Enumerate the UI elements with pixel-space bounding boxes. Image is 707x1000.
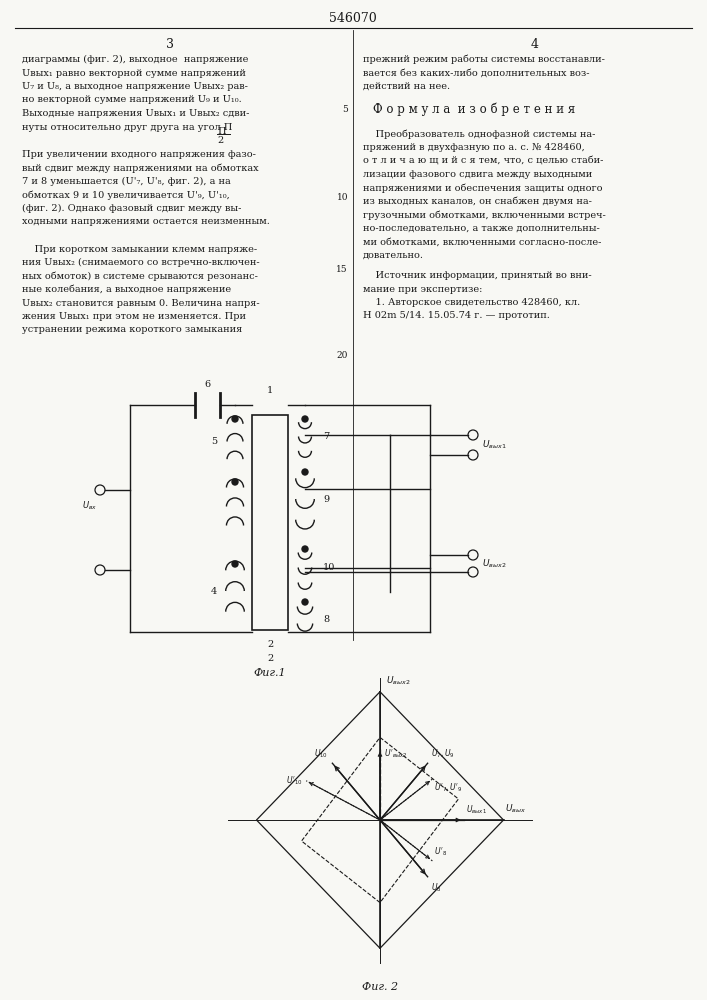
Text: 7 и 8 уменьшается (U'₇, U'₈, фиг. 2), а на: 7 и 8 уменьшается (U'₇, U'₈, фиг. 2), а … <box>22 177 230 186</box>
Text: ми обмотками, включенными согласно-после-: ми обмотками, включенными согласно-после… <box>363 237 602 246</box>
Text: 8: 8 <box>323 615 329 624</box>
Text: 2: 2 <box>217 136 223 145</box>
Text: $U_{вх}$: $U_{вх}$ <box>83 500 98 512</box>
Text: 10: 10 <box>323 563 335 572</box>
Text: диаграммы (фиг. 2), выходное  напряжение: диаграммы (фиг. 2), выходное напряжение <box>22 55 248 64</box>
Text: $U_8$: $U_8$ <box>431 882 441 894</box>
Text: пряжений в двухфазную по а. с. № 428460,: пряжений в двухфазную по а. с. № 428460, <box>363 143 585 152</box>
Text: 1. Авторское свидетельство 428460, кл.: 1. Авторское свидетельство 428460, кл. <box>363 298 580 307</box>
Text: обмотках 9 и 10 увеличивается U'₉, U'₁₀,: обмотках 9 и 10 увеличивается U'₉, U'₁₀, <box>22 190 230 200</box>
Text: 5: 5 <box>342 105 348 114</box>
Text: Н 02m 5/14. 15.05.74 г. — прототип.: Н 02m 5/14. 15.05.74 г. — прототип. <box>363 312 550 320</box>
Text: $U_{вых2}$: $U_{вых2}$ <box>482 557 506 570</box>
Text: действий на нее.: действий на нее. <box>363 82 450 91</box>
Text: ных обмоток) в системе срываются резонанс-: ных обмоток) в системе срываются резонан… <box>22 271 258 281</box>
Text: но-последовательно, а также дополнительны-: но-последовательно, а также дополнительн… <box>363 224 600 233</box>
Text: 7: 7 <box>323 432 329 441</box>
Text: грузочными обмотками, включенными встреч-: грузочными обмотками, включенными встреч… <box>363 210 606 220</box>
Circle shape <box>302 416 308 422</box>
Text: 20: 20 <box>337 351 348 360</box>
Text: $U'_{вых2}$: $U'_{вых2}$ <box>384 748 407 760</box>
Text: 15: 15 <box>337 265 348 274</box>
Text: ные колебания, а выходное напряжение: ные колебания, а выходное напряжение <box>22 285 231 294</box>
Text: устранении режима короткого замыкания: устранении режима короткого замыкания <box>22 326 243 334</box>
Text: вый сдвиг между напряжениями на обмотках: вый сдвиг между напряжениями на обмотках <box>22 163 259 173</box>
Text: 546070: 546070 <box>329 11 377 24</box>
Text: ходными напряжениями остается неизменным.: ходными напряжениями остается неизменным… <box>22 218 270 227</box>
Circle shape <box>302 546 308 552</box>
Text: $U'_7, U'_9$: $U'_7, U'_9$ <box>434 781 463 794</box>
Circle shape <box>302 599 308 605</box>
Text: Выходные напряжения Uвых₁ и Uвых₂ сдви-: Выходные напряжения Uвых₁ и Uвых₂ сдви- <box>22 109 250 118</box>
Text: Ф о р м у л а  и з о б р е т е н и я: Ф о р м у л а и з о б р е т е н и я <box>373 102 575 116</box>
Circle shape <box>302 469 308 475</box>
Text: П: П <box>217 126 226 135</box>
Text: ния Uвых₂ (снимаемого со встречно-включен-: ния Uвых₂ (снимаемого со встречно-включе… <box>22 258 259 267</box>
Text: $U_{вых1}$: $U_{вых1}$ <box>466 804 486 816</box>
Text: $U'_8$: $U'_8$ <box>434 845 448 858</box>
Text: 3: 3 <box>166 38 174 51</box>
Text: 2: 2 <box>267 654 273 663</box>
Text: из выходных каналов, он снабжен двумя на-: из выходных каналов, он снабжен двумя на… <box>363 197 592 206</box>
Text: $U_{вых2}$: $U_{вых2}$ <box>386 674 410 687</box>
Text: жения Uвых₁ при этом не изменяется. При: жения Uвых₁ при этом не изменяется. При <box>22 312 246 321</box>
Text: 5: 5 <box>211 437 217 446</box>
Text: 10: 10 <box>337 192 348 202</box>
Text: Uвых₂ становится равным 0. Величина напря-: Uвых₂ становится равным 0. Величина напр… <box>22 298 259 308</box>
Text: 6: 6 <box>204 380 211 389</box>
Text: мание при экспертизе:: мание при экспертизе: <box>363 284 482 294</box>
Text: но векторной сумме напряжений U₉ и U₁₀.: но векторной сумме напряжений U₉ и U₁₀. <box>22 96 242 104</box>
Text: (фиг. 2). Однако фазовый сдвиг между вы-: (фиг. 2). Однако фазовый сдвиг между вы- <box>22 204 241 213</box>
Circle shape <box>232 416 238 422</box>
Text: 9: 9 <box>323 494 329 504</box>
Circle shape <box>232 479 238 485</box>
Text: прежний режим работы системы восстанавли-: прежний режим работы системы восстанавли… <box>363 55 605 64</box>
Text: вается без каких-либо дополнительных воз-: вается без каких-либо дополнительных воз… <box>363 68 590 78</box>
Bar <box>252 415 288 630</box>
Text: $U_{10}$: $U_{10}$ <box>315 748 328 760</box>
Text: нуты относительно друг друга на угол Π: нуты относительно друг друга на угол Π <box>22 122 233 131</box>
Text: U₇ и U₈, а выходное напряжение Uвых₂ рав-: U₇ и U₈, а выходное напряжение Uвых₂ рав… <box>22 82 248 91</box>
Text: Uвых₁ равно векторной сумме напряжений: Uвых₁ равно векторной сумме напряжений <box>22 68 246 78</box>
Text: При увеличении входного напряжения фазо-: При увеличении входного напряжения фазо- <box>22 150 256 159</box>
Text: Фиг. 2: Фиг. 2 <box>362 982 398 992</box>
Text: 1: 1 <box>267 386 273 395</box>
Text: 2: 2 <box>267 640 273 649</box>
Text: Фиг.1: Фиг.1 <box>254 668 286 678</box>
Circle shape <box>232 561 238 567</box>
Text: лизации фазового сдвига между выходными: лизации фазового сдвига между выходными <box>363 170 592 179</box>
Text: $U'_{10}$: $U'_{10}$ <box>286 775 302 787</box>
Text: довательно.: довательно. <box>363 251 424 260</box>
Text: $U_7, U_9$: $U_7, U_9$ <box>431 748 455 760</box>
Text: $U_{вых}$: $U_{вых}$ <box>506 802 527 815</box>
Text: Преобразователь однофазной системы на-: Преобразователь однофазной системы на- <box>363 129 595 139</box>
Text: 4: 4 <box>211 586 217 595</box>
Text: о т л и ч а ю щ и й с я тем, что, с целью стаби-: о т л и ч а ю щ и й с я тем, что, с цель… <box>363 156 603 165</box>
Text: напряжениями и обеспечения защиты одного: напряжениями и обеспечения защиты одного <box>363 183 602 193</box>
Text: При коротком замыкании клемм напряже-: При коротком замыкании клемм напряже- <box>22 244 257 253</box>
Text: 4: 4 <box>531 38 539 51</box>
Text: $U_{вых1}$: $U_{вых1}$ <box>482 439 506 451</box>
Text: Источник информации, принятый во вни-: Источник информации, принятый во вни- <box>363 271 592 280</box>
